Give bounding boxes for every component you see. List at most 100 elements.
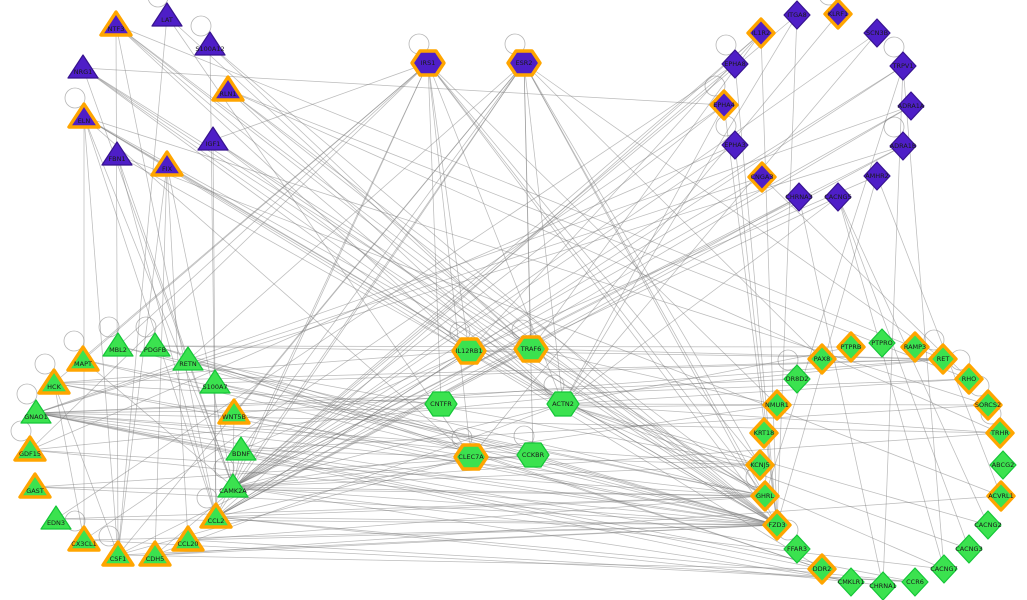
node-RET[interactable] <box>928 343 958 375</box>
edge-NTF3-TRAF6 <box>115 24 532 350</box>
self-loop-layer <box>10 0 1002 547</box>
edge-PDGFB-PTPRB <box>154 345 852 348</box>
node-S100A12[interactable] <box>194 31 226 56</box>
node-FZD3[interactable] <box>762 509 792 541</box>
edge-AMHR2-ACVRL1 <box>876 175 1002 497</box>
node-CHRNA1[interactable] <box>869 571 897 600</box>
node-GAST[interactable] <box>18 472 52 499</box>
edge-ADRA1B-CCL2 <box>215 145 904 518</box>
node-AMHR2[interactable] <box>863 161 891 191</box>
node-EPHA3[interactable] <box>721 130 749 160</box>
edge-IL1R2-FZD3 <box>760 32 778 526</box>
edge-HCK-RET <box>53 358 944 384</box>
edge-IL1R2-CAMK2A <box>232 32 762 488</box>
node-NTF3[interactable] <box>99 10 133 37</box>
node-ITGA8[interactable] <box>783 0 811 30</box>
node-TRPV1[interactable] <box>889 51 917 81</box>
node-FIX[interactable] <box>150 150 184 177</box>
edge-ELN-ACTN2 <box>83 116 564 405</box>
edge-ESR2-GHRL <box>523 62 766 497</box>
node-CLEC7A[interactable] <box>453 443 489 471</box>
edge-MAPT-FZD3 <box>82 359 778 526</box>
node-FBN1[interactable] <box>101 141 133 166</box>
node-GNAO1[interactable] <box>20 399 52 424</box>
node-OR8D2[interactable] <box>783 364 811 394</box>
node-CCR6[interactable] <box>901 567 929 597</box>
node-CCL2[interactable] <box>199 502 233 529</box>
node-ADRA1B[interactable] <box>889 131 917 161</box>
node-S100A7[interactable] <box>199 369 231 394</box>
node-MBL2[interactable] <box>102 332 134 357</box>
node-IL1R2[interactable] <box>746 17 776 49</box>
node-CSF1[interactable] <box>101 540 135 567</box>
edge-ITGA8-FZD3 <box>776 14 798 526</box>
node-CCL20[interactable] <box>171 525 205 552</box>
node-BDNF[interactable] <box>225 436 257 461</box>
node-NRG1[interactable] <box>67 54 99 79</box>
node-RLN1[interactable] <box>211 75 245 102</box>
node-DDR2[interactable] <box>807 553 837 585</box>
node-GDF15[interactable] <box>13 435 47 462</box>
node-CDH5[interactable] <box>138 540 172 567</box>
edge-ACTN2-TRHR <box>562 403 1001 434</box>
node-HCK[interactable] <box>37 368 71 395</box>
node-NMUR1[interactable] <box>762 389 792 421</box>
node-CACNG3[interactable] <box>955 534 983 564</box>
node-EPHA4[interactable] <box>709 89 739 121</box>
node-RHO[interactable] <box>954 363 984 395</box>
node-LAT[interactable] <box>151 2 183 27</box>
node-CAMK2A[interactable] <box>217 473 249 498</box>
node-ACVRL1[interactable] <box>986 480 1016 512</box>
edge-CCL2-CMKLR1 <box>215 516 852 583</box>
node-PTPRO[interactable] <box>868 328 896 358</box>
node-FFAR3[interactable] <box>783 534 811 564</box>
node-ACTN2[interactable] <box>546 391 580 417</box>
node-CACNG7[interactable] <box>930 554 958 584</box>
edge-TRPV1-GHRL <box>764 65 904 497</box>
edge-CACNG5-ACTN2 <box>562 196 839 405</box>
node-PDGFB[interactable] <box>139 332 171 357</box>
node-PAX8[interactable] <box>807 343 837 375</box>
node-CNTFR[interactable] <box>424 391 458 417</box>
node-IL12RB1[interactable] <box>451 337 487 365</box>
node-WNT5B[interactable] <box>217 398 251 425</box>
edge-ACTN2-KCNJ5 <box>562 403 761 466</box>
node-IRS1[interactable] <box>410 49 446 77</box>
edge-CX3CL1-FZD3 <box>83 524 778 541</box>
node-EPHA8[interactable] <box>721 49 749 79</box>
node-ABCG2[interactable] <box>989 450 1017 480</box>
node-CACNG2[interactable] <box>974 510 1002 540</box>
edge-EPHA8-CAMK2A <box>232 63 736 488</box>
node-CHRNA3[interactable] <box>785 182 813 212</box>
node-RAMP3[interactable] <box>900 331 930 363</box>
node-PTPRB[interactable] <box>836 331 866 363</box>
node-CNGA3[interactable] <box>747 161 777 193</box>
self-loop-CAMK2A <box>213 457 235 479</box>
node-SORCS2[interactable] <box>973 389 1003 421</box>
self-loop-EPHA8 <box>715 34 737 56</box>
node-CCKBR[interactable] <box>516 442 550 468</box>
node-KCNJ5[interactable] <box>745 449 775 481</box>
node-EDN3[interactable] <box>40 505 72 530</box>
node-KRT18[interactable] <box>749 417 779 449</box>
node-ELN[interactable] <box>67 102 101 129</box>
edge-ESR2-PAX8 <box>523 62 823 360</box>
node-CMKLR1[interactable] <box>837 567 865 597</box>
node-GHRL[interactable] <box>750 480 780 512</box>
edge-IL1R2-TRAF6 <box>530 32 762 350</box>
node-IGF1[interactable] <box>197 126 229 151</box>
node-SCN3B[interactable] <box>863 18 891 48</box>
node-TRHR[interactable] <box>985 417 1015 449</box>
node-RETN[interactable] <box>172 346 204 371</box>
node-CX3CL1[interactable] <box>67 525 101 552</box>
node-ESR2[interactable] <box>506 49 542 77</box>
node-TRAF6[interactable] <box>513 335 549 363</box>
node-ADRA1A[interactable] <box>897 91 925 121</box>
edge-FIX-CSF1 <box>117 164 168 556</box>
node-MAPT[interactable] <box>66 345 100 372</box>
edge-IGF1-ACTN2 <box>212 139 564 405</box>
self-loop-RET <box>923 329 945 351</box>
node-CACNG5[interactable] <box>824 182 852 212</box>
node-KLRF1[interactable] <box>823 0 853 30</box>
